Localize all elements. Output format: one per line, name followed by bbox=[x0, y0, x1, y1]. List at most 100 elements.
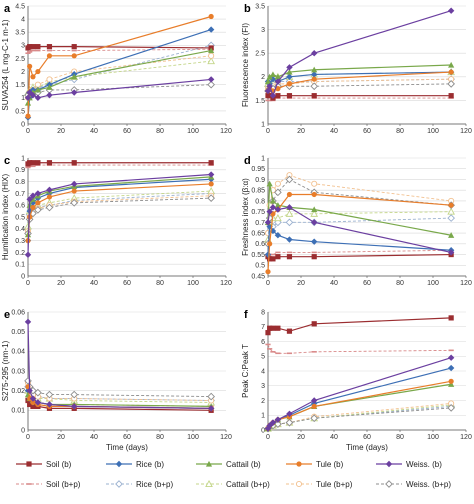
legend-label-tule_p: Tule (b+p) bbox=[316, 480, 353, 489]
series-line-b-soil_p bbox=[268, 97, 452, 101]
y-tick-label-e-1: 0.01 bbox=[11, 408, 25, 415]
point-e-soil-1 bbox=[27, 401, 33, 408]
point-d-cattail_p-4 bbox=[285, 209, 294, 217]
series-line-d-cattail_p bbox=[267, 211, 452, 240]
point-c-tule-5 bbox=[71, 188, 77, 194]
point-f-soil-3 bbox=[275, 325, 281, 331]
y-axis-label-b: Fluorescence index (FI) bbox=[241, 23, 250, 107]
point-d-cattail_p-6 bbox=[447, 207, 456, 215]
point-c-weiss_p-5 bbox=[70, 199, 79, 207]
y-tick-label-f-1: 1 bbox=[261, 413, 265, 420]
point-b-weiss-4 bbox=[286, 64, 293, 71]
point-e-weiss-1 bbox=[26, 387, 33, 394]
y-tick-label-c-4: 0.4 bbox=[15, 226, 25, 233]
series-line-b-weiss_p bbox=[267, 83, 452, 92]
x-tick-label-e-3: 60 bbox=[123, 434, 131, 441]
series-d-weiss bbox=[264, 204, 455, 256]
series-line-c-soil bbox=[27, 162, 212, 165]
point-b-weiss_p-5 bbox=[310, 82, 319, 91]
point-e-weiss_p-4 bbox=[45, 390, 54, 399]
point-f-rice-6 bbox=[447, 364, 455, 372]
series-b-soil_p bbox=[265, 97, 454, 102]
y-tick-label-a-8: 4 bbox=[21, 17, 25, 24]
point-a-tule_p-3 bbox=[34, 81, 41, 88]
y-tick-label-d-6: 0.75 bbox=[251, 209, 265, 216]
series-a-soil bbox=[25, 44, 214, 51]
point-d-tule-5 bbox=[311, 191, 317, 198]
point-c-tule-6 bbox=[208, 181, 214, 187]
series-line-f-weiss bbox=[267, 357, 452, 429]
point-e-tule-1 bbox=[27, 395, 33, 402]
point-d-tule_p-5 bbox=[311, 180, 318, 187]
point-b-tule-3 bbox=[275, 86, 281, 92]
point-c-rice-2 bbox=[29, 199, 37, 207]
panel-letter-d: d bbox=[244, 155, 251, 167]
point-b-cattail-0 bbox=[264, 78, 272, 85]
y-tick-label-d-4: 0.65 bbox=[251, 230, 265, 237]
series-c-weiss bbox=[24, 171, 215, 258]
point-b-weiss-1 bbox=[266, 83, 273, 90]
series-line-c-rice_p bbox=[27, 192, 212, 229]
point-c-weiss_p-6 bbox=[207, 194, 215, 202]
point-d-weiss-0 bbox=[264, 219, 272, 226]
point-d-weiss-3 bbox=[274, 206, 282, 213]
point-b-cattail-4 bbox=[286, 68, 293, 75]
y-tick-label-c-0: 0 bbox=[21, 273, 25, 280]
series-e-cattail_p bbox=[24, 386, 216, 406]
series-a-weiss bbox=[24, 76, 215, 101]
x-tick-label-d-6: 120 bbox=[460, 280, 472, 287]
x-tick-label-f-3: 60 bbox=[363, 434, 371, 441]
point-f-soil-1 bbox=[267, 325, 273, 331]
legend-label-rice_p: Rice (b+p) bbox=[136, 480, 173, 489]
x-tick-label-a-0: 0 bbox=[26, 128, 30, 135]
x-tick-label-f-5: 100 bbox=[427, 434, 439, 441]
chart-panel-e: 0 0.01 0.02 0.03 0.04 0.05 0.06 0 20 40 60 80 100 120… bbox=[1, 309, 232, 452]
point-f-weiss_p-3 bbox=[274, 420, 282, 428]
point-b-tule-5 bbox=[311, 76, 317, 82]
series-line-c-soil_p bbox=[27, 164, 212, 168]
series-line-d-soil_p bbox=[268, 249, 452, 256]
point-f-weiss_p-6 bbox=[447, 404, 455, 412]
point-b-cattail-2 bbox=[269, 71, 277, 78]
point-c-weiss-5 bbox=[71, 180, 78, 188]
point-a-tule-1 bbox=[27, 63, 33, 69]
point-e-weiss-2 bbox=[29, 395, 37, 402]
series-line-e-tule_p bbox=[27, 382, 212, 401]
series-line-a-tule_p bbox=[27, 55, 212, 98]
legend-marker-tule bbox=[296, 461, 302, 467]
series-d-soil bbox=[265, 251, 454, 262]
point-c-weiss-6 bbox=[207, 171, 215, 178]
point-d-tule-0 bbox=[265, 269, 271, 275]
series-b-tule_p bbox=[264, 76, 455, 92]
point-e-tule-2 bbox=[30, 399, 36, 406]
y-tick-label-a-7: 3.5 bbox=[15, 30, 25, 37]
y-tick-label-d-1: 0.5 bbox=[255, 263, 265, 270]
y-tick-label-e-0: 0 bbox=[21, 427, 25, 434]
point-a-weiss-5 bbox=[71, 89, 78, 96]
y-tick-label-d-10: 0.95 bbox=[251, 166, 265, 173]
y-tick-label-e-4: 0.04 bbox=[11, 349, 25, 356]
panel-letter-f: f bbox=[244, 309, 248, 321]
x-tick-label-d-0: 0 bbox=[266, 280, 270, 287]
panel-letter-e: e bbox=[4, 309, 10, 321]
series-d-soil_p bbox=[265, 249, 454, 256]
point-c-tule-3 bbox=[35, 200, 41, 206]
point-a-weiss-6 bbox=[207, 76, 215, 83]
x-tick-label-f-1: 20 bbox=[297, 434, 305, 441]
y-tick-label-d-8: 0.85 bbox=[251, 188, 265, 195]
point-a-tule_p-6 bbox=[208, 52, 215, 59]
series-f-tule_p bbox=[264, 400, 455, 432]
series-e-rice_p bbox=[24, 382, 215, 405]
y-tick-label-e-5: 0.05 bbox=[11, 329, 25, 336]
y-tick-label-c-2: 0.2 bbox=[15, 250, 25, 257]
x-tick-label-b-2: 40 bbox=[330, 128, 338, 135]
point-a-soil-5 bbox=[71, 44, 77, 50]
point-d-rice_p-6 bbox=[447, 214, 455, 222]
point-f-tule-5 bbox=[311, 403, 317, 409]
y-tick-label-d-9: 0.9 bbox=[255, 177, 265, 184]
x-tick-label-a-2: 40 bbox=[90, 128, 98, 135]
point-f-tule-6 bbox=[448, 378, 454, 384]
point-f-weiss_p-5 bbox=[310, 414, 319, 423]
legend-label-weiss: Weiss. (b) bbox=[406, 460, 442, 469]
